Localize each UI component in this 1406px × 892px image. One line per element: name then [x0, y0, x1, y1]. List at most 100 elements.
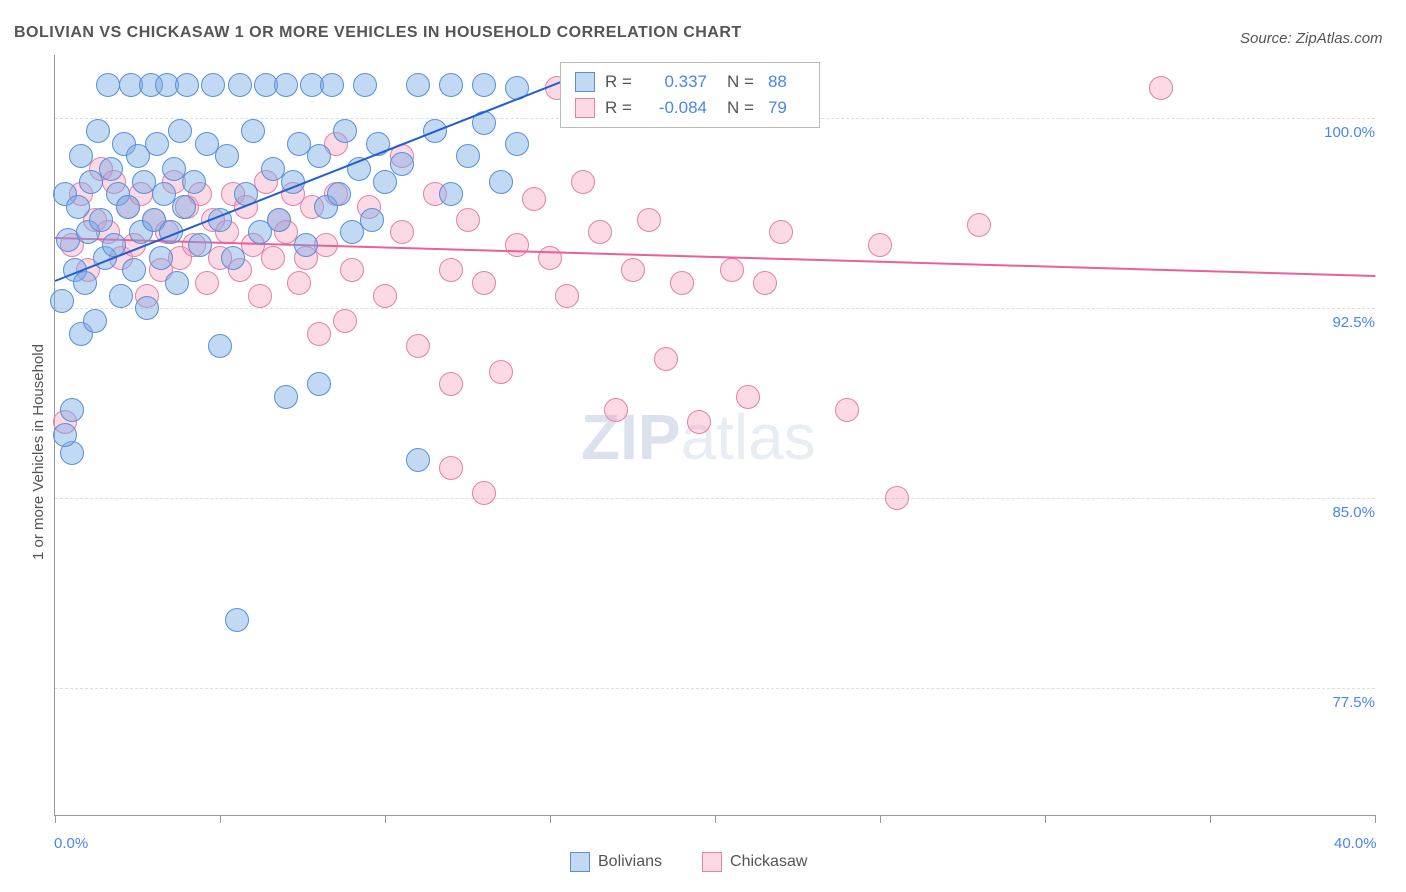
bolivians-point — [294, 233, 318, 257]
bolivians-point — [307, 144, 331, 168]
chickasaw-point — [1149, 76, 1173, 100]
x-tick-mark — [715, 815, 716, 823]
r-value-bolivians: 0.337 — [643, 72, 707, 92]
y-tick-label: 77.5% — [1315, 694, 1375, 711]
bolivians-point — [175, 73, 199, 97]
bolivians-point — [320, 73, 344, 97]
bolivians-point — [225, 608, 249, 632]
bolivians-point — [406, 73, 430, 97]
bolivians-point — [201, 73, 225, 97]
chickasaw-point — [885, 486, 909, 510]
chickasaw-point — [505, 233, 529, 257]
bolivians-point — [208, 334, 232, 358]
y-tick-label: 85.0% — [1315, 504, 1375, 521]
bolivians-point — [228, 73, 252, 97]
y-tick-label: 100.0% — [1315, 124, 1375, 141]
chart-title: BOLIVIAN VS CHICKASAW 1 OR MORE VEHICLES… — [14, 24, 742, 42]
chickasaw-point — [687, 410, 711, 434]
bolivians-point — [327, 182, 351, 206]
bolivians-point — [69, 144, 93, 168]
bolivians-point — [83, 309, 107, 333]
chickasaw-point — [439, 258, 463, 282]
bolivians-point — [215, 144, 239, 168]
bolivians-point — [241, 119, 265, 143]
bolivians-point — [86, 119, 110, 143]
x-tick-mark — [1045, 815, 1046, 823]
x-tick-mark — [880, 815, 881, 823]
bolivians-point — [360, 208, 384, 232]
bolivians-point — [122, 258, 146, 282]
legend-label-bolivians: Bolivians — [598, 853, 662, 871]
bolivians-point — [116, 195, 140, 219]
x-tick-mark — [550, 815, 551, 823]
gridline — [55, 688, 1375, 689]
x-tick-mark — [1375, 815, 1376, 823]
bolivians-point — [168, 119, 192, 143]
swatch-chickasaw — [575, 98, 595, 118]
x-tick-mark — [385, 815, 386, 823]
chickasaw-point — [967, 213, 991, 237]
source-attribution: Source: ZipAtlas.com — [1240, 30, 1383, 47]
bolivians-point — [390, 152, 414, 176]
chickasaw-point — [456, 208, 480, 232]
chickasaw-point — [261, 246, 285, 270]
bolivians-point — [267, 208, 291, 232]
bolivians-point — [66, 195, 90, 219]
r-value-chickasaw: -0.084 — [643, 98, 707, 118]
bolivians-point — [60, 398, 84, 422]
chickasaw-point — [333, 309, 357, 333]
bolivians-point — [145, 132, 169, 156]
chickasaw-point — [248, 284, 272, 308]
chickasaw-point — [835, 398, 859, 422]
bolivians-point — [73, 271, 97, 295]
chart-container: BOLIVIAN VS CHICKASAW 1 OR MORE VEHICLES… — [0, 0, 1406, 892]
chickasaw-point — [588, 220, 612, 244]
swatch-chickasaw — [702, 852, 722, 872]
x-tick-label: 40.0% — [1334, 835, 1377, 852]
bolivians-point — [99, 157, 123, 181]
bolivians-point — [172, 195, 196, 219]
bolivians-point — [50, 289, 74, 313]
chickasaw-point — [538, 246, 562, 270]
bolivians-point — [456, 144, 480, 168]
x-tick-label: 0.0% — [54, 835, 88, 852]
chickasaw-point — [489, 360, 513, 384]
chickasaw-point — [373, 284, 397, 308]
chickasaw-point — [472, 481, 496, 505]
bolivians-point — [149, 246, 173, 270]
bolivians-point — [221, 246, 245, 270]
chickasaw-point — [720, 258, 744, 282]
n-label: N = — [727, 98, 754, 118]
x-tick-mark — [1210, 815, 1211, 823]
bolivians-point — [182, 170, 206, 194]
x-tick-mark — [220, 815, 221, 823]
bolivians-point — [274, 73, 298, 97]
x-tick-mark — [55, 815, 56, 823]
chickasaw-point — [621, 258, 645, 282]
n-label: N = — [727, 72, 754, 92]
bolivians-point — [53, 423, 77, 447]
legend-row-chickasaw: R = -0.084 N = 79 — [561, 95, 819, 121]
n-value-bolivians: 88 — [768, 72, 787, 92]
chickasaw-point — [571, 170, 595, 194]
bolivians-point — [109, 284, 133, 308]
chickasaw-point — [307, 322, 331, 346]
chickasaw-point — [522, 187, 546, 211]
chickasaw-point — [769, 220, 793, 244]
chickasaw-point — [654, 347, 678, 371]
chickasaw-point — [287, 271, 311, 295]
bolivians-point — [165, 271, 189, 295]
bolivians-point — [505, 132, 529, 156]
chickasaw-point — [340, 258, 364, 282]
chickasaw-point — [670, 271, 694, 295]
chickasaw-point — [439, 456, 463, 480]
y-axis-label: 1 or more Vehicles in Household — [30, 344, 47, 560]
swatch-bolivians — [570, 852, 590, 872]
chickasaw-point — [472, 271, 496, 295]
series-legend: Bolivians Chickasaw — [570, 852, 807, 872]
chickasaw-point — [406, 334, 430, 358]
chickasaw-point — [604, 398, 628, 422]
bolivians-point — [353, 73, 377, 97]
bolivians-point — [135, 296, 159, 320]
bolivians-point — [406, 448, 430, 472]
